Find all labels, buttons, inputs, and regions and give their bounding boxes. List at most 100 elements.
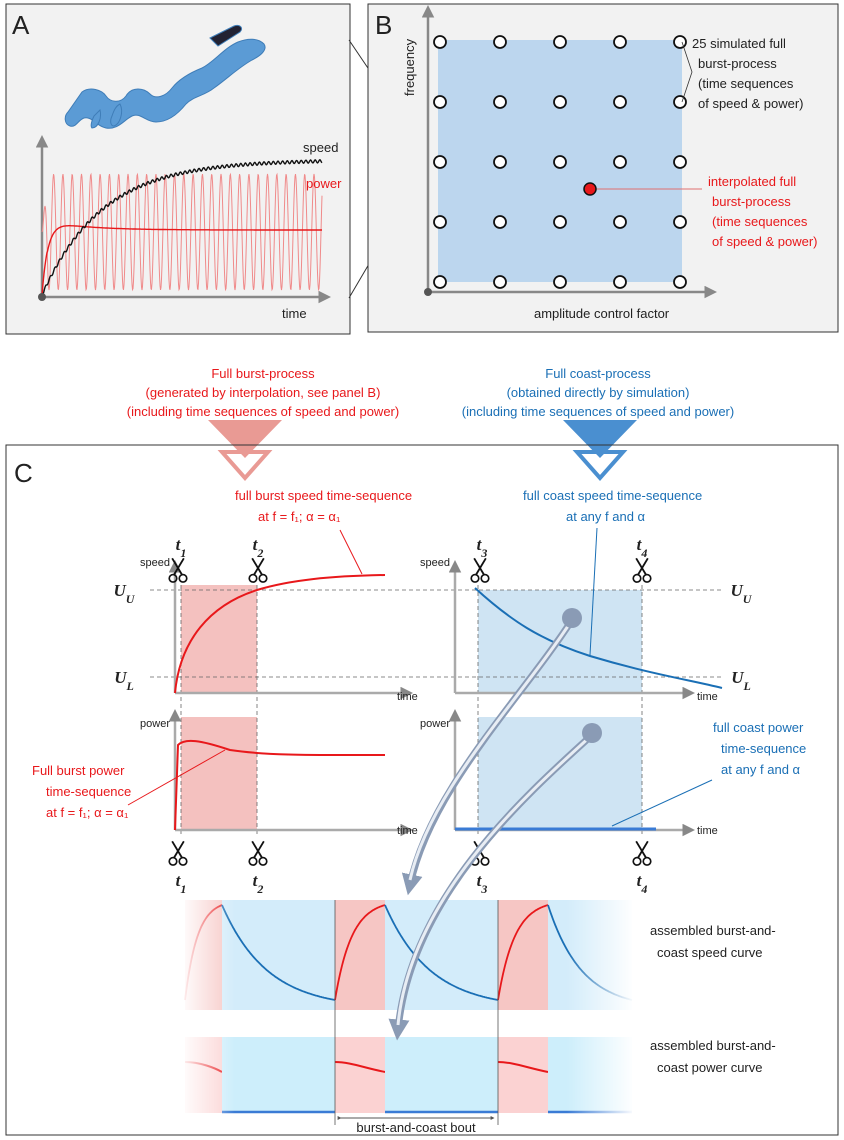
sample-point xyxy=(434,276,446,288)
sample-point xyxy=(434,96,446,108)
panel-a: A speed power time xyxy=(6,4,350,334)
symbol-sub: 2 xyxy=(256,546,263,560)
scissors-part xyxy=(633,558,651,582)
axis-label: time xyxy=(397,691,418,703)
assembled-curves xyxy=(185,900,632,1113)
sample-point xyxy=(494,36,506,48)
sample-point xyxy=(434,156,446,168)
symbol-sub: 1 xyxy=(180,882,186,896)
symbol-main: U xyxy=(114,668,127,687)
sample-point xyxy=(494,216,506,228)
burst-window xyxy=(181,717,257,830)
scissors-part xyxy=(471,558,489,582)
caption-line: (including time sequences of speed and p… xyxy=(462,404,734,419)
panel-label: A xyxy=(12,10,30,40)
note-line: full coast speed time-sequence xyxy=(523,488,702,503)
coast-segment xyxy=(385,1037,498,1113)
sample-point xyxy=(494,156,506,168)
note-line: full burst speed time-sequence xyxy=(235,488,412,503)
burst-segment xyxy=(335,1037,385,1113)
symbol-sub: L xyxy=(125,679,133,693)
note-line: at any f and α xyxy=(721,762,801,777)
note-line: (time sequences xyxy=(698,76,794,91)
speed-label: speed xyxy=(303,140,338,155)
sample-point xyxy=(554,36,566,48)
sample-point xyxy=(674,36,686,48)
note-line: of speed & power) xyxy=(698,96,804,111)
symbol-label: t1 xyxy=(176,871,187,896)
symbol-sub: 4 xyxy=(640,882,647,896)
burst-segment xyxy=(498,900,548,1010)
sample-point xyxy=(674,156,686,168)
sample-point xyxy=(614,216,626,228)
axis-label: time xyxy=(697,691,718,703)
burst-segment xyxy=(335,900,385,1010)
burst-segment xyxy=(498,1037,548,1113)
caption-line: (generated by interpolation, see panel B… xyxy=(146,385,381,400)
note-line: at f = f₁; α = α₁ xyxy=(258,509,341,524)
sample-point xyxy=(434,216,446,228)
axis-label: speed xyxy=(140,557,170,569)
scissors-part xyxy=(169,558,187,582)
note-line: Full burst power xyxy=(32,763,125,778)
symbol-label: UU xyxy=(114,581,136,606)
figure: A speed power time B frequency amplitude… xyxy=(0,0,844,1140)
symbol-main: U xyxy=(731,668,744,687)
sample-point xyxy=(554,96,566,108)
symbol-label: t4 xyxy=(637,535,648,560)
note-line: (time sequences xyxy=(712,214,808,229)
sample-point xyxy=(614,36,626,48)
symbol-sub: 3 xyxy=(480,882,487,896)
symbol-main: U xyxy=(114,581,127,600)
note-line: at any f and α xyxy=(566,509,646,524)
symbol-sub: 2 xyxy=(256,882,263,896)
symbol-label: t1 xyxy=(176,535,187,560)
symbol-sub: L xyxy=(742,679,750,693)
axis-label: time xyxy=(397,825,418,837)
sample-point xyxy=(614,96,626,108)
x-axis-label: time xyxy=(282,306,307,321)
note-line: burst-process xyxy=(698,56,777,71)
sample-point xyxy=(674,216,686,228)
sample-point xyxy=(674,96,686,108)
caption-line: Full burst-process xyxy=(211,366,315,381)
axis-label: power xyxy=(420,718,450,730)
scissors-part xyxy=(249,558,267,582)
sample-point xyxy=(554,216,566,228)
note-line: coast speed curve xyxy=(657,945,763,960)
interpolated-point xyxy=(584,183,596,195)
burst-segment xyxy=(185,1037,222,1113)
coast-segment xyxy=(222,1037,335,1113)
axis-label: power xyxy=(140,718,170,730)
symbol-sub: U xyxy=(126,592,136,606)
y-axis-label: frequency xyxy=(402,38,417,96)
symbol-label: t2 xyxy=(253,535,264,560)
scissors-part xyxy=(169,841,187,865)
symbol-label: UL xyxy=(114,668,134,693)
symbol-label: t4 xyxy=(637,871,648,896)
origin xyxy=(424,288,432,296)
caption-line: (obtained directly by simulation) xyxy=(507,385,690,400)
sample-point xyxy=(494,276,506,288)
symbol-label: t3 xyxy=(477,535,488,560)
source-dot xyxy=(582,723,602,743)
symbol-sub: U xyxy=(743,592,753,606)
panel-b: B frequency amplitude control factor 25 … xyxy=(368,4,838,332)
symbol-sub: 3 xyxy=(480,546,487,560)
coast-window xyxy=(478,717,642,830)
origin xyxy=(38,293,46,301)
note-line: coast power curve xyxy=(657,1060,763,1075)
note-line: assembled burst-and- xyxy=(650,923,776,938)
note-line: interpolated full xyxy=(708,174,796,189)
note-line: at f = f₁; α = α₁ xyxy=(46,805,129,820)
x-axis-label: amplitude control factor xyxy=(534,306,670,321)
caption-line: (including time sequences of speed and p… xyxy=(127,404,399,419)
caption-line: Full coast-process xyxy=(545,366,651,381)
scissors-part xyxy=(249,841,267,865)
power-label: power xyxy=(306,176,342,191)
note-line: time-sequence xyxy=(721,741,806,756)
symbol-label: UL xyxy=(731,668,751,693)
symbol-sub: 1 xyxy=(180,546,186,560)
symbol-label: UU xyxy=(731,581,753,606)
coast-process-caption: Full coast-process (obtained directly by … xyxy=(462,366,734,419)
